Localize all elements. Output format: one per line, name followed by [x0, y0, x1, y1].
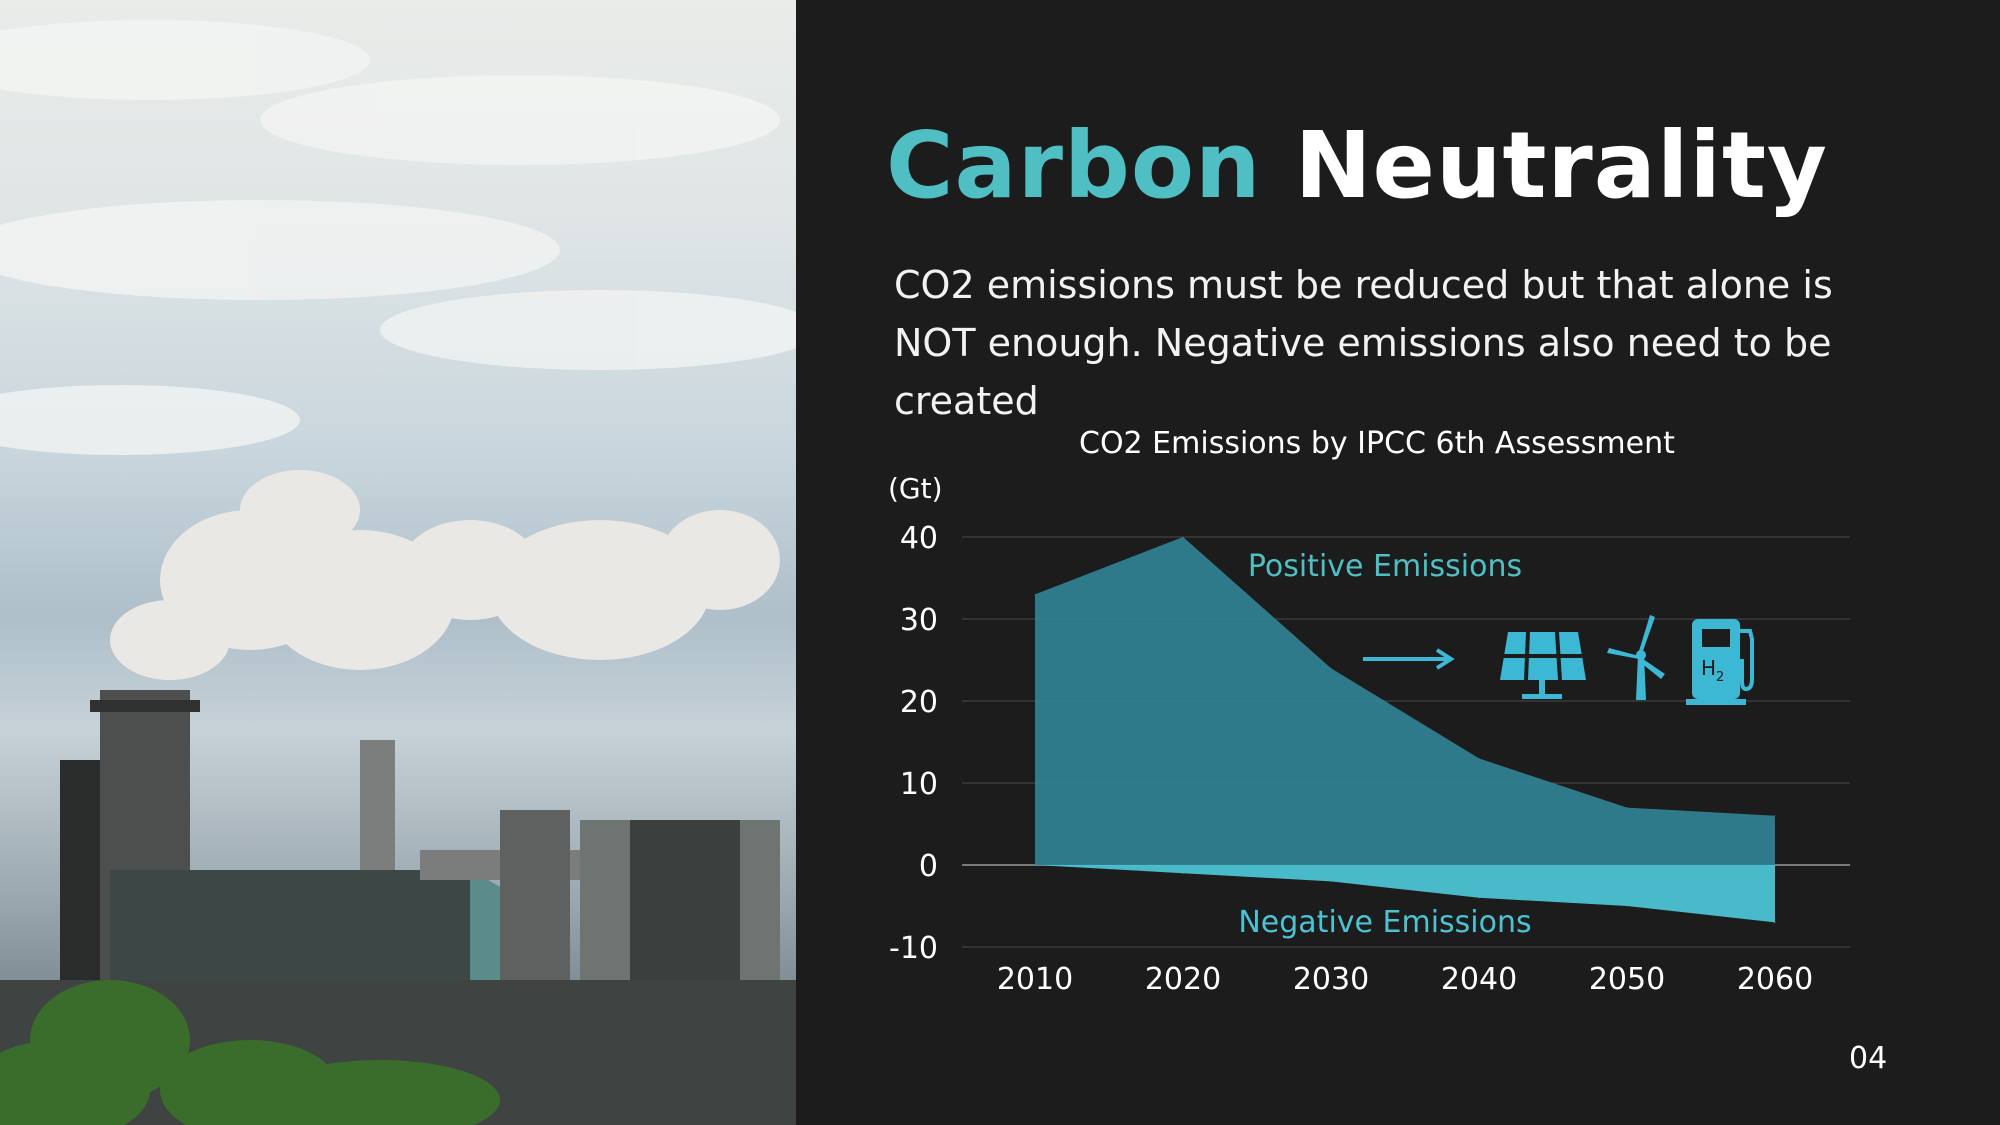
y-axis-unit: (Gt)	[888, 472, 943, 505]
slide-subtitle: CO2 emissions must be reduced but that a…	[894, 263, 1833, 423]
smoke-plume	[110, 470, 780, 680]
x-tick-label: 2060	[1737, 962, 1813, 997]
negative-emissions-area	[1035, 865, 1775, 923]
data-point	[1182, 536, 1184, 538]
x-tick-label: 2030	[1293, 962, 1369, 997]
content-panel	[796, 0, 2000, 1125]
slide-title: Carbon Neutrality	[886, 112, 1828, 219]
data-point	[1034, 864, 1036, 866]
data-point	[1182, 872, 1184, 874]
data-point	[1034, 593, 1036, 595]
x-tick-label: 2040	[1441, 962, 1517, 997]
positive-emissions-area	[1035, 537, 1775, 865]
data-point	[1478, 757, 1480, 759]
factory-illustration	[0, 20, 796, 1125]
arrow-right-icon	[1363, 648, 1455, 670]
hydrogen-pump-icon: H 2	[1686, 619, 1754, 705]
solar-panel-icon	[1500, 631, 1586, 699]
data-point	[1626, 807, 1628, 809]
title-accent: Carbon	[886, 112, 1262, 219]
h2-label: H	[1701, 656, 1716, 680]
x-tick-label: 2050	[1589, 962, 1665, 997]
x-tick-label: 2010	[997, 962, 1073, 997]
x-tick-label: 2020	[1145, 962, 1221, 997]
y-tick-label: 40	[900, 521, 938, 556]
positive-series-label: Positive Emissions	[1248, 549, 1522, 584]
data-point	[1774, 921, 1776, 923]
chart-title: CO2 Emissions by IPCC 6th Assessment	[1079, 426, 1675, 461]
negative-series-label: Negative Emissions	[1238, 905, 1531, 940]
factory-photo	[0, 0, 796, 1125]
data-point	[1330, 880, 1332, 882]
page-number: 04	[1849, 1041, 1888, 1076]
data-point	[1330, 667, 1332, 669]
trees	[0, 980, 500, 1125]
y-tick-label: -10	[889, 931, 938, 966]
y-tick-label: 0	[919, 849, 938, 884]
sky-clouds	[0, 20, 796, 455]
h2-subscript: 2	[1716, 670, 1724, 685]
area-series	[1034, 536, 1776, 923]
title-rest: Neutrality	[1294, 112, 1828, 219]
series-labels: Positive Emissions Negative Emissions	[1238, 549, 1531, 940]
wind-turbine-icon	[1607, 615, 1665, 700]
y-tick-label: 20	[900, 685, 938, 720]
y-tick-label: 30	[900, 603, 938, 638]
y-tick-label: 10	[900, 767, 938, 802]
data-point	[1478, 897, 1480, 899]
data-point	[1774, 815, 1776, 817]
data-point	[1626, 905, 1628, 907]
